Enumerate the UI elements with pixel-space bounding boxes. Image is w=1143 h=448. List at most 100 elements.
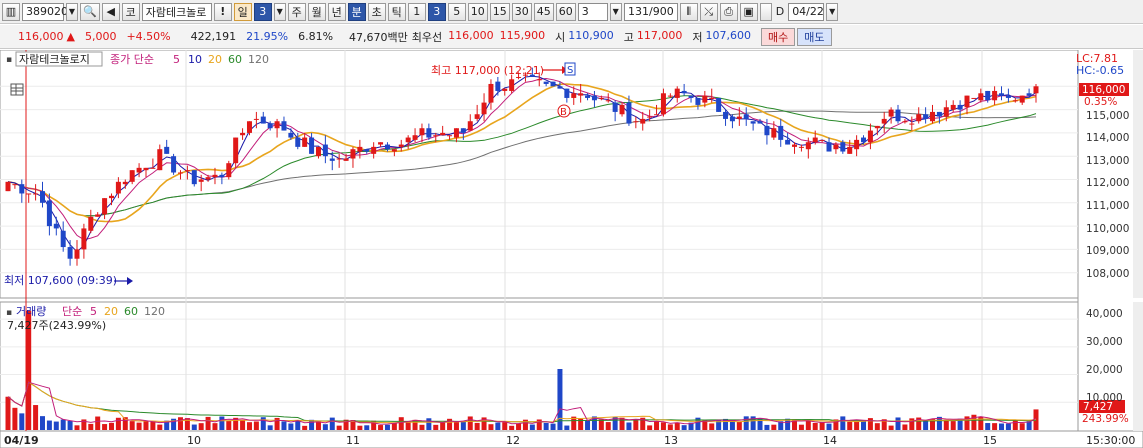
candle-body [405,137,411,143]
volume-panel-frame [0,301,1079,432]
chart-type-icon[interactable]: ▥ [2,2,20,21]
interval-10-button[interactable]: 10 [467,2,488,21]
volume-scrollbar[interactable] [1133,302,1143,431]
volume-bar [805,420,811,430]
right-axis-area [1078,50,1143,448]
candle-body [274,121,280,129]
candle-body [578,93,584,96]
vol-y-label-30000: 30,000 [1086,336,1123,348]
buy-button[interactable]: 매수 [761,27,796,46]
code-dropdown[interactable]: ▼ [66,2,78,21]
volume-y-labels: 40,000 30,000 20,000 10,000 [1086,308,1123,404]
period-week-button[interactable]: 주 [287,2,306,21]
panel-marker-icon: ▪ [6,55,12,65]
period-second-button[interactable]: 초 [367,2,386,21]
period-minute-button[interactable]: 분 [347,2,366,21]
volume-bar [557,369,563,430]
candle-body [233,137,239,164]
speaker-icon[interactable]: ◀ [101,2,120,21]
x-axis-bar [0,430,1143,448]
interval-3-button[interactable]: 3 [427,2,446,21]
volume-bar [702,419,708,430]
interval-5-button[interactable]: 5 [447,2,466,21]
turnover-rate: 6.81% [298,30,334,43]
sell-button[interactable]: 매도 [797,27,832,46]
stock-code-input[interactable]: 389020 [22,2,68,21]
x-label-15: 15 [983,434,997,447]
candle-body [157,149,163,171]
candle-body [1019,95,1025,103]
stock-name-field[interactable]: 자람테크놀로 [141,2,212,21]
chart-area[interactable]: ▪ 자람테크놀로지 종가 단순 5 10 20 60 120 LC:7.81 H… [0,49,1143,448]
period-n-button[interactable]: 3 [253,2,272,21]
candle-body [184,170,190,172]
period-day-button[interactable]: 일 [233,2,252,21]
candle-body [246,121,252,133]
volume-bar [309,419,315,430]
print-icon[interactable]: ⎙ [719,2,738,21]
period-dropdown[interactable]: ▼ [273,2,286,21]
volume-bar [571,416,577,430]
candle-body [895,109,901,122]
interval-15-button[interactable]: 15 [489,2,510,21]
save-icon[interactable]: ▣ [739,2,758,21]
vol-ma-legend-20: 20 [104,305,118,318]
candle-body [226,163,232,178]
count-select[interactable]: 3 [577,2,608,21]
volume-bar [750,416,756,430]
period-month-button[interactable]: 월 [307,2,326,21]
volume-bar [792,419,798,430]
period-tick-button[interactable]: 틱 [387,2,406,21]
volume-tag-pct: 243.99% [1082,413,1129,425]
alert-button[interactable]: ! [213,2,232,21]
interval-45-button[interactable]: 45 [533,2,554,21]
volume-bar [1012,419,1018,430]
interval-1-button[interactable]: 1 [407,2,426,21]
candle-body [826,142,832,152]
candle-body [302,137,308,147]
volume-bar [833,419,839,430]
date-dropdown[interactable]: ▼ [826,2,839,21]
search-icon[interactable]: 🔍 [80,2,100,21]
candle-body [985,90,991,101]
volume-bar [412,419,418,430]
volume-bar [433,424,439,430]
volume-bar [840,416,846,430]
candle-body [198,179,204,182]
candle-body [571,93,577,98]
volume-bar [267,425,273,430]
volume-bar [474,422,480,430]
candle-body [295,137,301,147]
volume-bar [1005,423,1011,430]
volume-bar [95,416,101,430]
candle-body [874,125,880,129]
candle-body [964,95,970,108]
interval-30-button[interactable]: 30 [511,2,532,21]
volume-ma-5-line [7,381,1037,425]
volume-bar [930,419,936,430]
indicator-icon[interactable]: ⤯ [699,2,718,21]
volume-bar [212,423,218,430]
price-scrollbar[interactable] [1133,50,1143,298]
volume-current-readout: 7,427주(243.99%) [7,319,106,332]
candle-settings-icon[interactable]: ⫴ [679,2,698,21]
candle-body [923,114,929,119]
candle-body [212,174,218,178]
candle-body [509,79,515,91]
count-dropdown[interactable]: ▼ [609,2,622,21]
candlestick-chart[interactable]: ▪ 자람테크놀로지 종가 단순 5 10 20 60 120 LC:7.81 H… [0,49,1143,448]
candle-body [764,125,770,136]
d-checkbox[interactable] [759,2,772,21]
candle-body [847,146,853,154]
candle-body [46,200,52,227]
low-note-arrow-icon [127,277,133,285]
candle-body [971,97,977,99]
interval-60-button[interactable]: 60 [555,2,576,21]
volume-bar [226,420,232,430]
period-year-button[interactable]: 년 [327,2,346,21]
volume-bar [847,421,853,430]
candle-body [867,130,873,143]
volume-bar [246,422,252,430]
date-input[interactable]: 04/22 [788,2,825,21]
best-quote-label: 최우선 [411,30,443,44]
